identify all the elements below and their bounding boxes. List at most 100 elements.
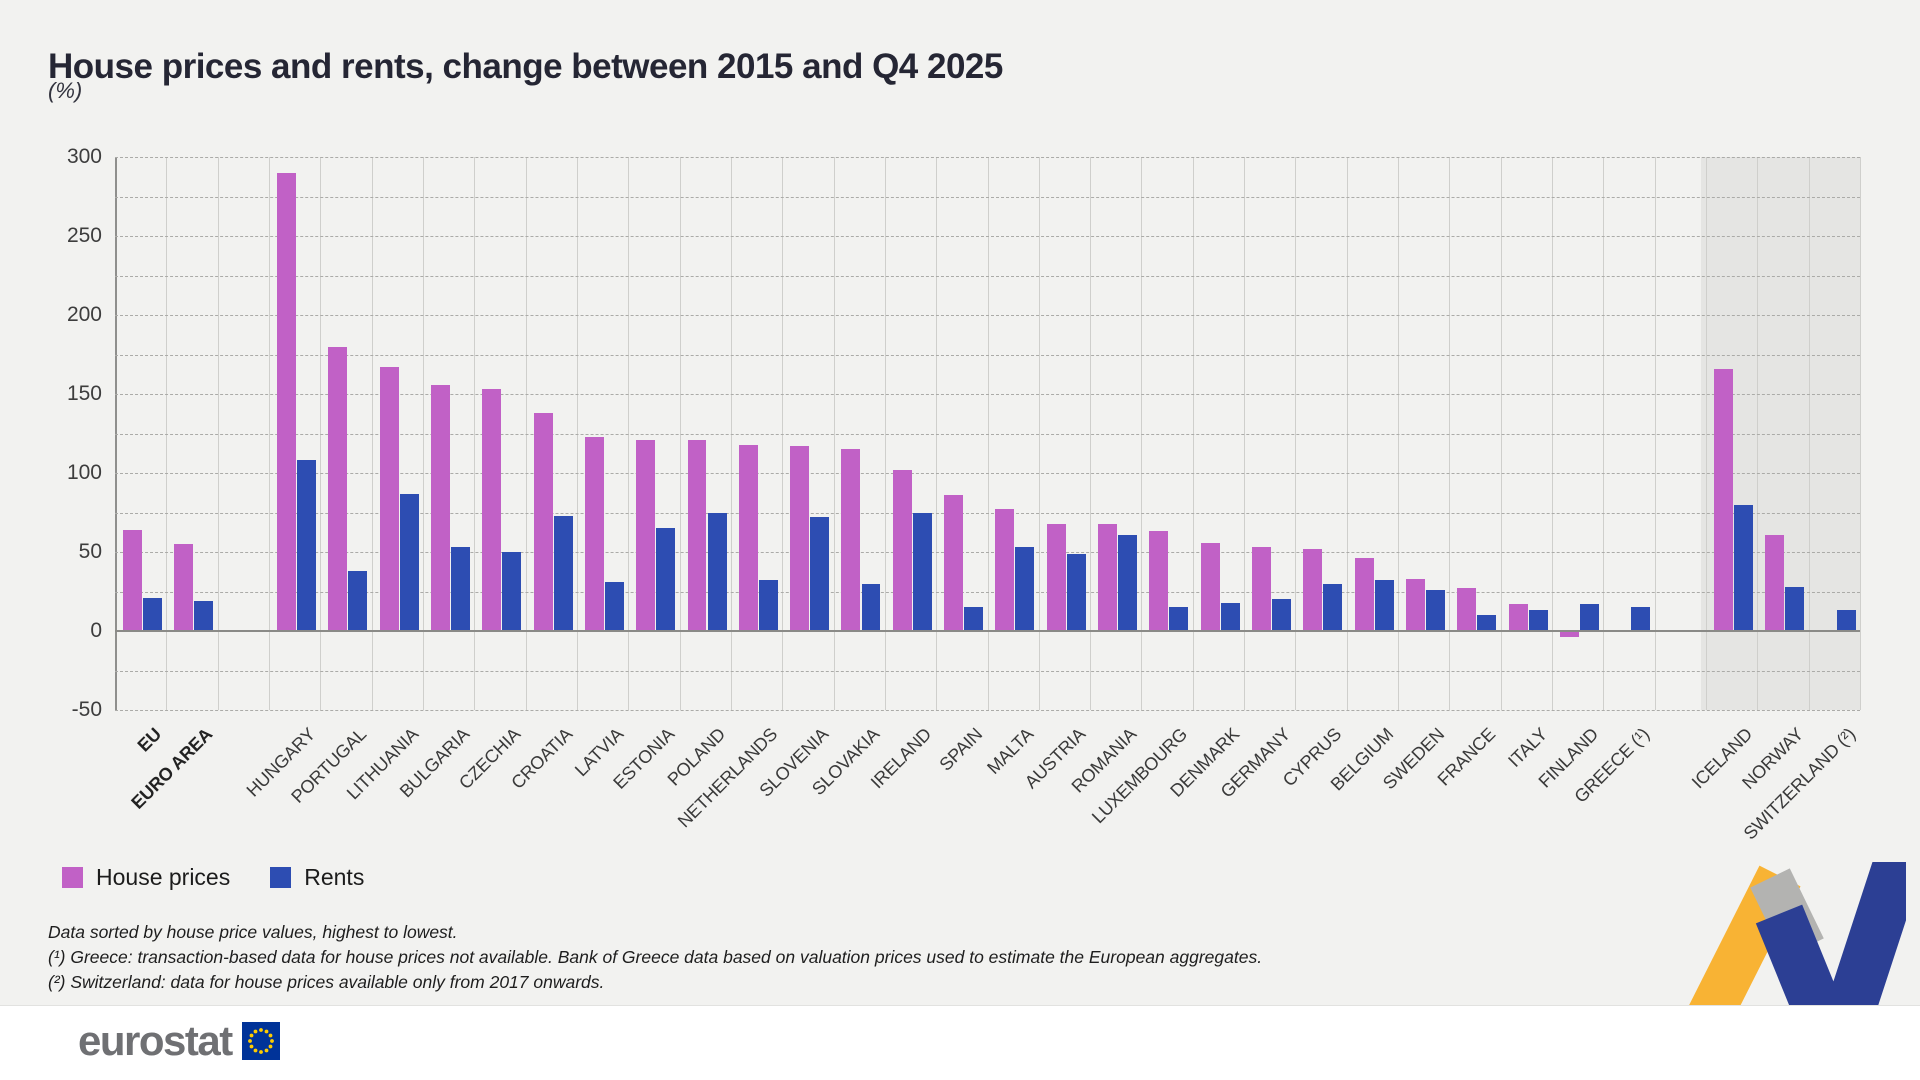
bar-house-prices-euro-area [174, 544, 194, 631]
bar-rents-romania [1118, 534, 1138, 631]
bar-rents-italy [1528, 610, 1548, 631]
bar-rents-spain [964, 607, 984, 631]
page-footer: eurostat [0, 1005, 1920, 1080]
bar-rents-poland [707, 512, 727, 631]
bar-rents-bulgaria [450, 547, 470, 631]
bar-house-prices-poland [687, 439, 707, 631]
bar-house-prices-netherlands [738, 444, 758, 631]
bar-rents-austria [1066, 553, 1086, 631]
bar-house-prices-hungary [276, 172, 296, 631]
bar-rents-lithuania [399, 493, 419, 631]
gridline-175 [115, 354, 1860, 356]
rents-legend-label: Rents [304, 864, 365, 890]
bar-rents-hungary [296, 460, 316, 631]
footnote-sorting: Data sorted by house price values, highe… [48, 922, 458, 942]
bar-rents-cyprus [1323, 583, 1343, 631]
bar-house-prices-slovenia [790, 446, 810, 631]
gridline-75 [115, 512, 1860, 514]
bar-rents-eu [142, 597, 162, 631]
house-prices-legend-label: House prices [96, 864, 231, 890]
bar-rents-malta [1015, 547, 1035, 631]
bar-house-prices-ireland [892, 469, 912, 631]
bar-rents-switzerland [1836, 610, 1856, 631]
bar-house-prices-spain [944, 495, 964, 631]
bar-house-prices-estonia [636, 439, 656, 631]
gridline-100 [115, 473, 1860, 474]
bar-rents-belgium [1374, 580, 1394, 631]
chart-unit-label: (%) [48, 78, 83, 103]
bar-house-prices-malta [995, 509, 1015, 631]
bar-house-prices-italy [1508, 604, 1528, 631]
y-tick--50: -50 [71, 698, 102, 721]
bar-rents-slovakia [861, 583, 881, 631]
gridline-125 [115, 433, 1860, 435]
bar-house-prices-portugal [328, 346, 348, 631]
gridline-50 [115, 552, 1860, 553]
eurostat-logo-text: eurostat [78, 1017, 233, 1064]
page-title: House prices and rents, change between 2… [48, 47, 1003, 87]
bar-rents-estonia [656, 528, 676, 631]
bar-rents-norway [1785, 586, 1805, 631]
bar-house-prices-germany [1252, 547, 1272, 631]
eurostat-logo: eurostat [78, 1020, 280, 1062]
house-prices-swatch [62, 867, 83, 888]
bar-house-prices-bulgaria [430, 384, 450, 631]
bar-house-prices-eu [122, 529, 142, 631]
bar-house-prices-croatia [533, 412, 553, 631]
bar-house-prices-lithuania [379, 367, 399, 631]
bar-rents-sweden [1426, 589, 1446, 631]
gridline--50 [115, 710, 1860, 711]
gridline--25 [115, 670, 1860, 672]
gridline-150 [115, 394, 1860, 395]
bar-house-prices-latvia [584, 436, 604, 631]
bar-house-prices-czechia [482, 389, 502, 631]
footnote-switzerland: (²) Switzerland: data for house prices a… [48, 972, 605, 992]
bar-house-prices-cyprus [1303, 548, 1323, 631]
gridline-225 [115, 275, 1860, 277]
vertical-gridline [1860, 157, 1861, 710]
gridline-200 [115, 315, 1860, 316]
bar-rents-slovenia [810, 517, 830, 631]
gridline-250 [115, 236, 1860, 237]
bar-rents-netherlands [758, 580, 778, 631]
zero-baseline [115, 630, 1860, 632]
bar-house-prices-romania [1098, 523, 1118, 631]
bar-house-prices-slovakia [841, 449, 861, 631]
bar-house-prices-luxembourg [1149, 531, 1169, 631]
bar-rents-ireland [912, 512, 932, 631]
y-tick-250: 250 [66, 224, 102, 247]
bar-house-prices-finland [1560, 631, 1579, 638]
legend-item-house-prices: House prices [62, 864, 230, 891]
bar-rents-croatia [553, 515, 573, 631]
bar-house-prices-austria [1046, 523, 1066, 631]
bar-rents-finland [1580, 604, 1599, 631]
footnote-greece: (¹) Greece: transaction-based data for h… [48, 947, 1263, 967]
bar-rents-france [1477, 615, 1497, 631]
eu-flag-icon [241, 1022, 280, 1060]
gridline-25 [115, 591, 1860, 593]
bar-rents-luxembourg [1169, 607, 1189, 631]
bar-house-prices-sweden [1406, 578, 1426, 631]
y-tick-200: 200 [66, 303, 102, 326]
footnotes: Data sorted by house price values, highe… [48, 920, 1262, 995]
bar-rents-czechia [502, 552, 522, 631]
bar-rents-denmark [1220, 602, 1240, 631]
bar-rents-euro-area [194, 600, 214, 631]
bar-rents-greece [1631, 607, 1651, 631]
bar-house-prices-france [1457, 588, 1477, 631]
y-tick-300: 300 [66, 145, 102, 168]
rents-swatch [270, 867, 292, 888]
gridline-300 [115, 157, 1860, 158]
bar-house-prices-belgium [1354, 558, 1374, 631]
bar-house-prices-denmark [1200, 542, 1220, 631]
chart-legend: House prices Rents [62, 864, 364, 891]
bar-rents-latvia [604, 582, 624, 631]
y-tick-0: 0 [90, 619, 102, 642]
y-tick-100: 100 [66, 461, 102, 484]
legend-item-rents: Rents [270, 864, 364, 891]
bar-house-prices-norway [1765, 534, 1785, 631]
bar-rents-portugal [348, 570, 368, 631]
bar-rents-germany [1272, 599, 1292, 631]
gridline-275 [115, 196, 1860, 198]
